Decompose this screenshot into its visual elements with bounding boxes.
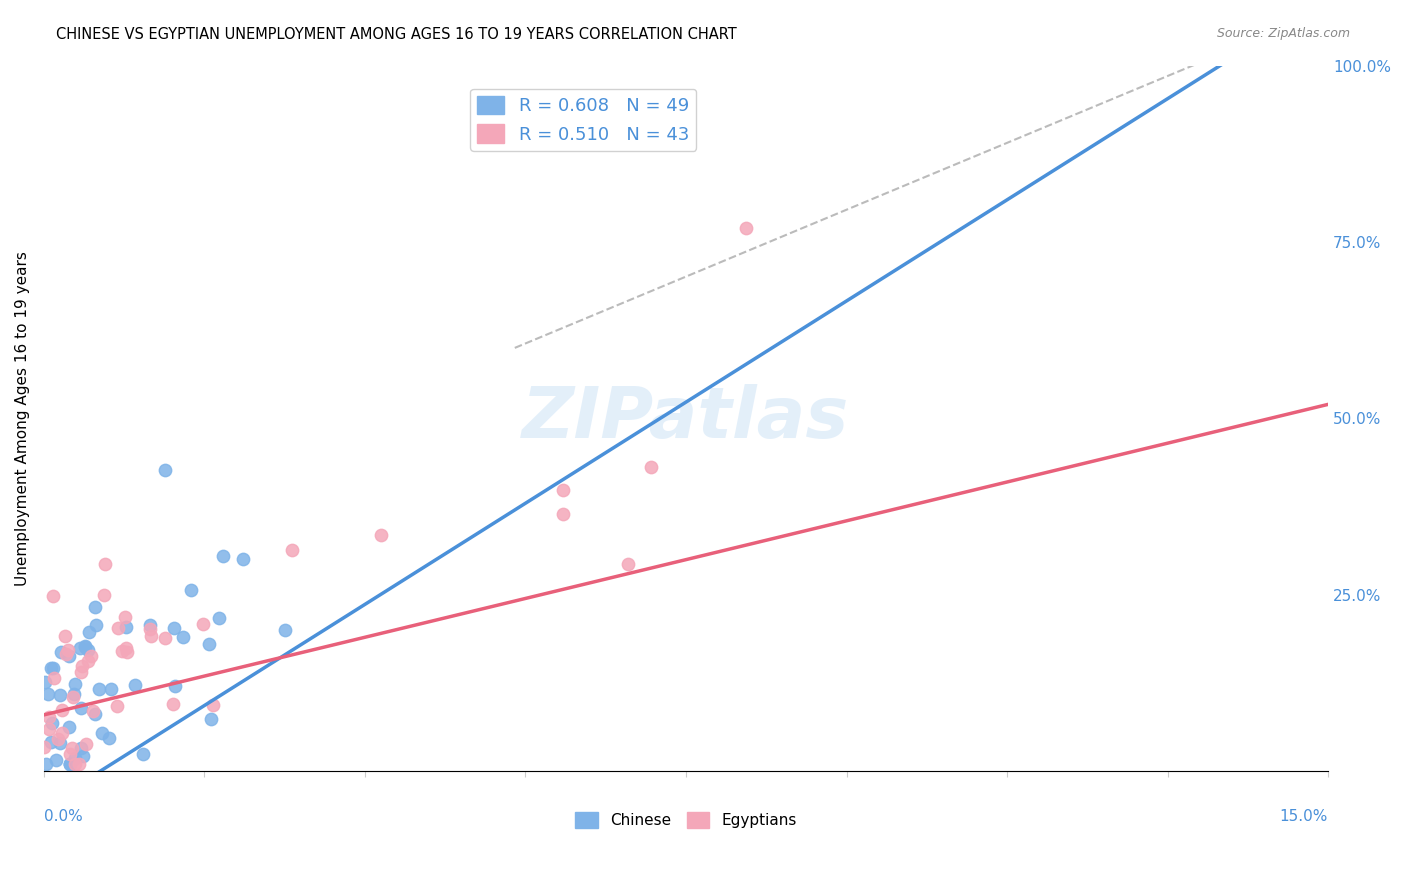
Egyptians bbox=[51, 703, 73, 717]
Chinese bbox=[207, 611, 229, 625]
Chinese bbox=[274, 623, 297, 637]
Text: CHINESE VS EGYPTIAN UNEMPLOYMENT AMONG AGES 16 TO 19 YEARS CORRELATION CHART: CHINESE VS EGYPTIAN UNEMPLOYMENT AMONG A… bbox=[56, 27, 737, 42]
Chinese bbox=[77, 625, 100, 640]
Chinese bbox=[73, 640, 96, 654]
Egyptians bbox=[141, 629, 163, 643]
Egyptians bbox=[551, 507, 574, 521]
Egyptians bbox=[55, 629, 77, 643]
Egyptians bbox=[114, 610, 136, 624]
Egyptians bbox=[640, 460, 662, 475]
Chinese bbox=[84, 707, 107, 722]
Chinese bbox=[89, 681, 111, 696]
Chinese bbox=[63, 687, 86, 701]
Text: ZIPatlas: ZIPatlas bbox=[522, 384, 849, 453]
Chinese bbox=[172, 631, 194, 645]
Chinese bbox=[232, 552, 254, 566]
Chinese bbox=[65, 677, 87, 691]
Chinese bbox=[37, 687, 59, 701]
Chinese bbox=[97, 731, 120, 745]
Egyptians bbox=[82, 704, 104, 718]
Text: 15.0%: 15.0% bbox=[1279, 809, 1329, 823]
Egyptians bbox=[111, 644, 134, 658]
Chinese bbox=[59, 757, 82, 772]
Text: Source: ZipAtlas.com: Source: ZipAtlas.com bbox=[1216, 27, 1350, 40]
Egyptians bbox=[38, 723, 60, 737]
Chinese bbox=[163, 621, 186, 635]
Egyptians bbox=[281, 542, 304, 557]
Chinese bbox=[42, 661, 65, 675]
Egyptians bbox=[67, 757, 90, 772]
Chinese bbox=[39, 735, 62, 749]
Egyptians bbox=[69, 665, 91, 680]
Chinese bbox=[200, 712, 222, 726]
Chinese bbox=[35, 757, 58, 772]
Egyptians bbox=[55, 647, 77, 661]
Egyptians bbox=[107, 621, 129, 635]
Egyptians bbox=[153, 631, 176, 645]
Egyptians bbox=[46, 731, 69, 746]
Chinese bbox=[139, 617, 162, 632]
Chinese bbox=[72, 748, 94, 763]
Egyptians bbox=[107, 698, 129, 713]
Egyptians bbox=[60, 741, 83, 756]
Chinese bbox=[49, 645, 72, 659]
Egyptians bbox=[370, 528, 392, 542]
Chinese bbox=[58, 757, 80, 772]
Egyptians bbox=[58, 643, 80, 657]
Egyptians bbox=[51, 726, 73, 740]
Egyptians bbox=[617, 558, 640, 572]
Text: 0.0%: 0.0% bbox=[44, 809, 83, 823]
Egyptians bbox=[42, 671, 65, 685]
Chinese bbox=[197, 637, 219, 651]
Chinese bbox=[132, 747, 155, 762]
Egyptians bbox=[75, 737, 97, 751]
Egyptians bbox=[77, 654, 100, 668]
Chinese bbox=[41, 716, 63, 731]
Egyptians bbox=[162, 698, 184, 712]
Egyptians bbox=[93, 589, 115, 603]
Chinese bbox=[163, 679, 186, 693]
Egyptians bbox=[115, 645, 138, 659]
Chinese bbox=[34, 674, 56, 689]
Chinese bbox=[84, 617, 107, 632]
Y-axis label: Unemployment Among Ages 16 to 19 years: Unemployment Among Ages 16 to 19 years bbox=[15, 251, 30, 586]
Chinese bbox=[77, 643, 100, 657]
Chinese bbox=[75, 639, 97, 653]
Egyptians bbox=[115, 641, 138, 656]
Egyptians bbox=[70, 658, 93, 673]
Egyptians bbox=[193, 617, 215, 632]
Egyptians bbox=[59, 747, 82, 761]
Chinese bbox=[100, 681, 122, 696]
Egyptians bbox=[80, 649, 103, 664]
Chinese bbox=[69, 641, 91, 656]
Chinese bbox=[212, 549, 235, 564]
Egyptians bbox=[202, 698, 225, 712]
Egyptians bbox=[63, 757, 86, 772]
Chinese bbox=[180, 582, 202, 597]
Chinese bbox=[91, 726, 114, 740]
Egyptians bbox=[32, 739, 55, 754]
Egyptians bbox=[138, 623, 160, 637]
Chinese bbox=[39, 661, 62, 675]
Egyptians bbox=[553, 483, 575, 498]
Chinese bbox=[58, 649, 80, 664]
Chinese bbox=[114, 620, 136, 634]
Chinese bbox=[48, 736, 70, 750]
Chinese bbox=[49, 688, 72, 702]
Egyptians bbox=[38, 710, 60, 724]
Egyptians bbox=[94, 557, 117, 571]
Chinese bbox=[58, 720, 80, 734]
Chinese bbox=[153, 463, 176, 477]
Egyptians bbox=[42, 590, 65, 604]
Chinese bbox=[45, 753, 67, 767]
Chinese bbox=[70, 701, 93, 715]
Chinese bbox=[124, 678, 146, 692]
Chinese bbox=[59, 757, 82, 772]
Chinese bbox=[83, 600, 105, 615]
Chinese bbox=[65, 750, 87, 764]
Egyptians bbox=[62, 690, 84, 704]
Egyptians bbox=[735, 221, 758, 235]
Legend: Chinese, Egyptians: Chinese, Egyptians bbox=[569, 806, 803, 834]
Chinese bbox=[70, 740, 93, 755]
